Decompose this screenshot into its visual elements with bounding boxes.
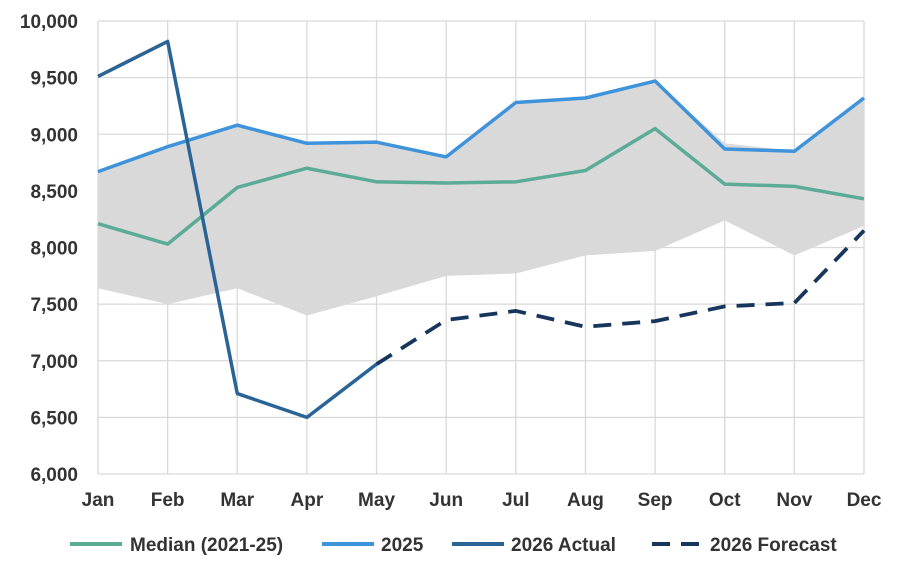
series-layer: [97, 39, 866, 420]
x-tick-label: Apr: [291, 490, 324, 511]
y-tick-label: 6,000: [30, 465, 78, 486]
legend-label: Median (2021-25): [130, 535, 283, 556]
x-tick-label: Mar: [220, 490, 254, 511]
range-band-layer: [98, 81, 864, 316]
y-tick-label: 6,500: [30, 408, 78, 429]
axis-labels: 6,000 6,500 7,000 7,500 8,000 8,500 9,000 9,500…: [20, 12, 882, 511]
y-tick-label: 7,000: [30, 352, 78, 373]
series-line-2026-actual: [97, 39, 378, 420]
x-tick-label: Dec: [847, 490, 882, 511]
x-tick-label: Jul: [502, 490, 529, 511]
y-tick-label: 8,000: [30, 239, 78, 260]
legend-item: 2025: [322, 535, 424, 556]
x-tick-label: Aug: [567, 490, 604, 511]
legend: Median (2021-25) 2025 2026 Actual 2026 Fore…: [70, 535, 837, 556]
series-line-2025: [97, 79, 866, 174]
legend-label: 2026 Forecast: [710, 535, 837, 556]
y-tick-label: 9,000: [30, 125, 78, 146]
series-line-median-2021-25: [97, 126, 865, 246]
y-tick-label: 9,500: [30, 69, 78, 90]
legend-label: 2025: [381, 535, 424, 556]
y-tick-label: 10,000: [20, 12, 78, 33]
x-tick-label: Jun: [429, 490, 463, 511]
legend-item: 2026 Actual: [452, 535, 616, 556]
legend-label: 2026 Actual: [511, 535, 616, 556]
x-tick-label: Jan: [82, 490, 115, 511]
range-band-area: [98, 81, 864, 316]
y-tick-label: 7,500: [30, 295, 78, 316]
x-tick-label: Feb: [151, 490, 185, 511]
legend-item: 2026 Forecast: [652, 535, 837, 556]
x-tick-label: Nov: [776, 490, 812, 511]
legend-item: Median (2021-25): [70, 535, 283, 556]
series-line-2026-forecast: [375, 229, 866, 366]
y-tick-label: 8,500: [30, 182, 78, 203]
x-tick-label: Oct: [709, 490, 741, 511]
x-tick-label: Sep: [638, 490, 673, 511]
x-tick-label: May: [358, 490, 395, 511]
